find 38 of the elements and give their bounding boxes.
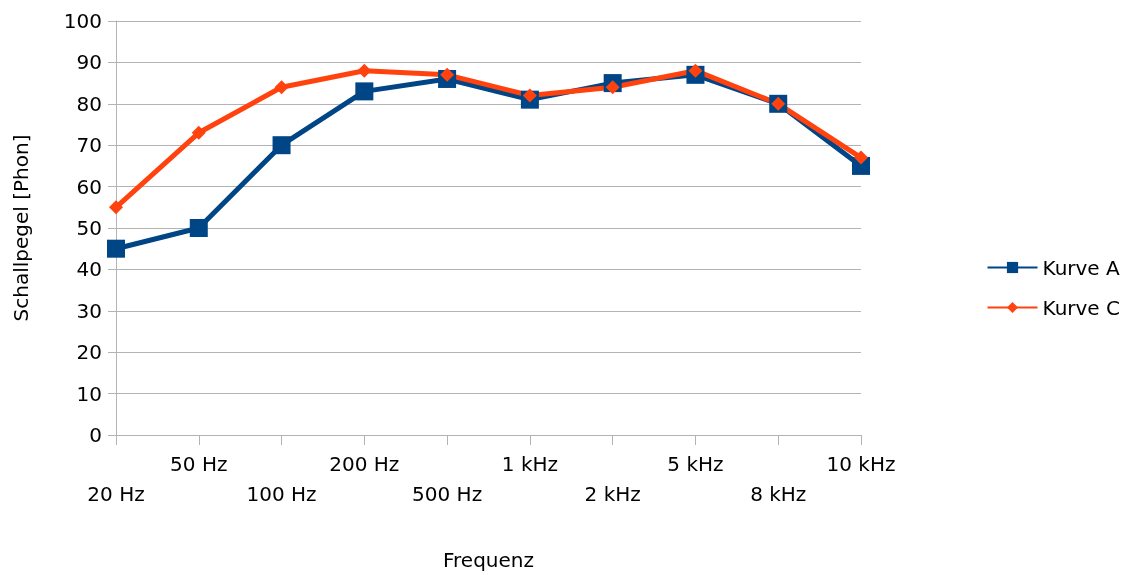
x-tick-label: 20 Hz [87,482,145,506]
y-tick-label: 40 [76,257,102,282]
x-tick-label: 2 kHz [584,482,641,506]
point [605,80,620,95]
x-tick-label: 200 Hz [329,452,400,476]
y-tick-label: 10 [76,381,102,406]
point [109,200,123,215]
x-tick-label: 100 Hz [246,482,317,506]
point [522,88,537,103]
y-tick-label: 50 [76,216,102,240]
y-tick-label: 70 [76,133,102,158]
x-tick-label: 50 Hz [170,452,228,476]
x-tick-label: 500 Hz [412,482,483,506]
x-tick-label: 1 kHz [501,452,558,476]
x-axis-title: Frequenz [443,548,534,572]
y-tick-label: 60 [76,174,102,199]
y-tick-label: 0 [89,423,102,447]
point [272,136,291,155]
point [357,63,372,78]
legend-label: Kurve C [1042,295,1120,320]
y-tick-label: 100 [63,9,102,33]
point [191,125,206,140]
point [355,82,374,101]
point [274,80,289,95]
point [440,67,455,82]
point [189,219,208,237]
point [854,150,868,165]
legend-label: Kurve A [1042,255,1121,280]
point [688,63,703,78]
x-tick-label: 8 kHz [750,482,807,506]
y-tick-label: 80 [76,91,102,116]
y-tick-label: 90 [76,50,102,75]
y-tick-label: 20 [76,340,102,365]
y-tick-label: 30 [76,298,102,323]
y-axis-title: Schallpegel [Phon] [9,134,33,322]
point [107,239,125,258]
x-tick-label: 10 kHz [826,452,896,476]
x-tick-label: 5 kHz [667,452,724,476]
